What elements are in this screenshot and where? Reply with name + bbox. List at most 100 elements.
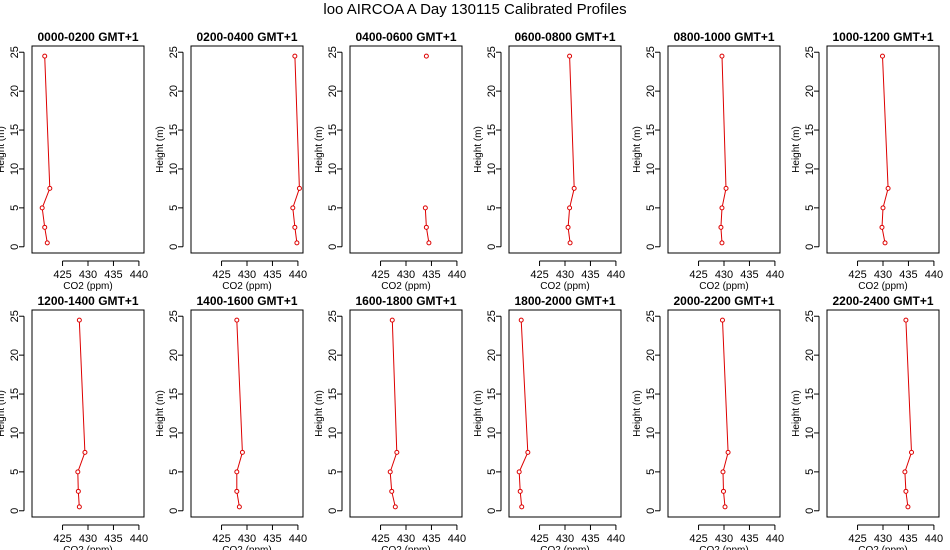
panel-12: 2200-2400 GMT+1 425 430 435 440 0 5 10 15 20 25 CO2…: [791, 294, 943, 550]
x-tick-label: 440: [766, 533, 784, 545]
x-tick-label: 440: [289, 269, 307, 281]
y-tick-label: 25: [486, 310, 498, 322]
x-tick-label: 435: [263, 269, 281, 281]
plot-frame: [349, 45, 463, 254]
data-point: [565, 224, 571, 230]
plot-frame: [190, 45, 304, 254]
y-tick-label: 5: [9, 205, 21, 211]
y-tick-label: 5: [645, 205, 657, 211]
data-point: [909, 449, 915, 455]
panel-title: 0800-1000 GMT+1: [673, 30, 774, 44]
data-point: [567, 205, 573, 211]
data-point: [76, 504, 82, 510]
x-tick-label: 440: [448, 533, 466, 545]
y-tick-label: 5: [645, 469, 657, 475]
x-tick-label: 425: [212, 269, 230, 281]
plot-frame: [349, 309, 463, 518]
y-tick-label: 15: [486, 124, 498, 136]
panel-title: 0200-0400 GMT+1: [196, 30, 297, 44]
data-point: [718, 224, 724, 230]
y-tick-label: 20: [804, 349, 816, 361]
x-tick-label: 440: [925, 533, 943, 545]
data-point: [423, 53, 429, 59]
x-tick-label: 435: [581, 269, 599, 281]
y-tick-label: 25: [168, 310, 180, 322]
x-tick-label: 440: [925, 269, 943, 281]
x-tick-label: 435: [740, 533, 758, 545]
data-point: [567, 240, 573, 246]
x-tick-label: 440: [607, 533, 625, 545]
y-axis-label: Height (m): [0, 126, 7, 173]
y-tick-label: 20: [327, 349, 339, 361]
data-point: [567, 53, 573, 59]
y-tick-label: 10: [168, 163, 180, 175]
y-tick-label: 10: [9, 163, 21, 175]
data-point: [426, 240, 432, 246]
y-tick-label: 10: [327, 427, 339, 439]
y-tick-label: 0: [645, 508, 657, 514]
profile-line: [881, 56, 889, 243]
data-point: [236, 504, 242, 510]
data-point: [422, 205, 428, 211]
panel-title: 1800-2000 GMT+1: [514, 294, 615, 308]
x-tick-label: 435: [581, 533, 599, 545]
x-axis-label: CO2 (ppm): [222, 281, 271, 292]
y-axis-label: Height (m): [155, 126, 166, 173]
y-tick-label: 10: [804, 427, 816, 439]
y-tick-label: 25: [804, 310, 816, 322]
x-tick-label: 440: [448, 269, 466, 281]
y-tick-label: 15: [645, 388, 657, 400]
data-point: [47, 185, 53, 191]
plot-frame: [508, 309, 622, 518]
x-tick-label: 430: [79, 533, 97, 545]
panel-title: 1400-1600 GMT+1: [196, 294, 297, 308]
x-tick-label: 435: [422, 533, 440, 545]
y-tick-label: 25: [168, 46, 180, 58]
y-tick-label: 15: [804, 124, 816, 136]
profile-line: [77, 320, 86, 507]
y-axis-label: Height (m): [155, 390, 166, 437]
x-axis-label: CO2 (ppm): [63, 545, 112, 550]
x-tick-label: 430: [238, 269, 256, 281]
y-axis-label: Height (m): [314, 126, 325, 173]
y-axis-label: Height (m): [473, 390, 484, 437]
panel-1: 0000-0200 GMT+1 425 430 435 440 0 5 10 15 20 25 CO2…: [0, 30, 148, 292]
y-tick-label: 20: [804, 85, 816, 97]
x-tick-label: 425: [689, 533, 707, 545]
y-tick-label: 20: [9, 85, 21, 97]
profile-line: [292, 56, 300, 243]
y-tick-label: 20: [645, 349, 657, 361]
y-tick-label: 20: [168, 85, 180, 97]
x-tick-label: 425: [53, 269, 71, 281]
y-axis-label: Height (m): [632, 126, 643, 173]
data-point: [880, 205, 886, 211]
data-point: [423, 224, 429, 230]
y-tick-label: 5: [804, 469, 816, 475]
x-axis-label: CO2 (ppm): [63, 281, 112, 292]
x-tick-label: 435: [422, 269, 440, 281]
panel-8: 1400-1600 GMT+1 425 430 435 440 0 5 10 15 20 25 CO2…: [155, 294, 307, 550]
y-axis-label: Height (m): [791, 390, 802, 437]
y-tick-label: 25: [9, 46, 21, 58]
data-point: [879, 224, 885, 230]
x-axis-label: CO2 (ppm): [858, 545, 907, 550]
x-tick-label: 425: [848, 269, 866, 281]
data-point: [720, 488, 726, 494]
data-point: [394, 449, 400, 455]
data-point: [234, 469, 240, 475]
data-point: [882, 240, 888, 246]
y-tick-label: 5: [486, 205, 498, 211]
profile-line: [904, 320, 913, 507]
x-tick-label: 425: [689, 269, 707, 281]
x-tick-label: 430: [397, 269, 415, 281]
x-tick-label: 440: [130, 269, 148, 281]
data-point: [44, 240, 50, 246]
plot-frame: [667, 45, 781, 254]
data-point: [75, 488, 81, 494]
y-tick-label: 25: [9, 310, 21, 322]
y-tick-label: 15: [9, 388, 21, 400]
data-point: [885, 185, 891, 191]
x-tick-label: 430: [874, 269, 892, 281]
x-tick-label: 435: [104, 533, 122, 545]
y-tick-label: 0: [804, 508, 816, 514]
